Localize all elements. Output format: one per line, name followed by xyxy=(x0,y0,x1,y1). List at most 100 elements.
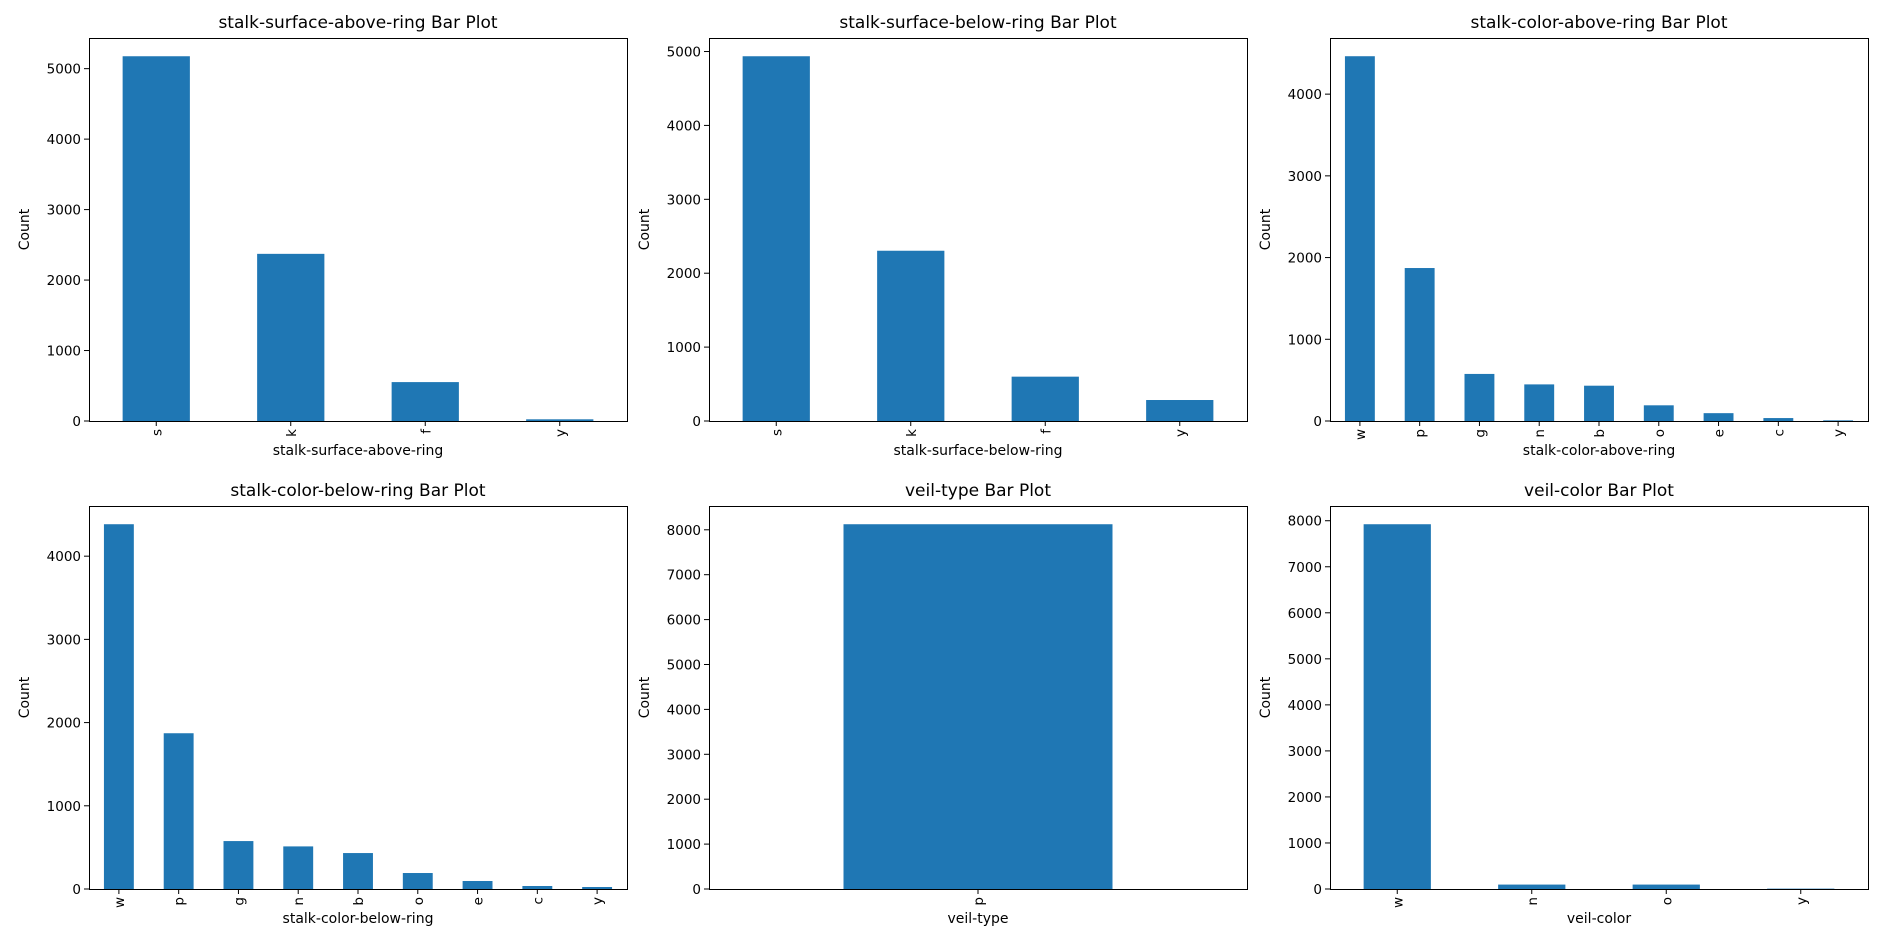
x-tick-label: y xyxy=(1794,897,1810,905)
y-tick-label: 6000 xyxy=(1288,606,1322,622)
chart-title: veil-type Bar Plot xyxy=(905,481,1051,501)
x-tick-label: k xyxy=(904,429,920,437)
chart-title: stalk-color-above-ring Bar Plot xyxy=(1470,13,1727,33)
bar-w xyxy=(103,524,134,889)
x-tick-label: o xyxy=(411,897,427,905)
x-tick-label: g xyxy=(1472,429,1488,438)
x-tick-label: b xyxy=(351,897,367,906)
bar-k xyxy=(877,250,945,421)
y-tick-label: 6000 xyxy=(667,613,701,629)
x-axis-label: stalk-surface-above-ring xyxy=(273,443,444,459)
x-axis-label: stalk-color-below-ring xyxy=(283,911,434,927)
x-tick-label: p xyxy=(1413,429,1429,438)
subplot-3: 0 1000 2000 3000 4000 w p g n b o e c y stalk-color-ab… xyxy=(1258,13,1869,459)
bar-y xyxy=(1146,400,1214,421)
y-tick-label: 4000 xyxy=(47,132,81,148)
y-tick-label: 1000 xyxy=(1288,836,1322,852)
x-tick-label: f xyxy=(418,428,434,434)
chart-title: stalk-surface-below-ring Bar Plot xyxy=(839,13,1117,33)
y-tick-label: 2000 xyxy=(667,266,701,282)
subplot-6: 0 1000 2000 3000 4000 5000 6000 7000 8000 w n o y vei… xyxy=(1258,481,1869,927)
x-tick-label: p xyxy=(971,897,987,906)
y-tick-label: 5000 xyxy=(47,62,81,78)
y-tick-label: 5000 xyxy=(667,45,701,61)
bar-e xyxy=(1703,413,1734,421)
bar-f xyxy=(1011,376,1079,421)
x-tick-label: p xyxy=(172,897,188,906)
x-tick-label: s xyxy=(149,429,165,436)
axes-frame xyxy=(89,38,628,422)
x-tick-label: n xyxy=(1525,897,1541,906)
x-tick-label: w xyxy=(112,897,128,908)
subplot-5: 0 1000 2000 3000 4000 5000 6000 7000 8000 p veil-t… xyxy=(637,481,1248,927)
x-tick-label: y xyxy=(1831,429,1847,437)
bar-k xyxy=(257,253,325,421)
bar-e xyxy=(462,881,493,889)
y-tick-label: 5000 xyxy=(667,657,701,673)
y-tick-label: 5000 xyxy=(1288,652,1322,668)
bar-o xyxy=(1643,405,1674,421)
bar-o xyxy=(402,873,433,889)
x-axis-label: stalk-surface-below-ring xyxy=(893,443,1062,459)
x-tick-label: w xyxy=(1353,429,1369,440)
y-tick-label: 4000 xyxy=(1288,87,1322,103)
y-tick-label: 0 xyxy=(692,882,701,898)
x-tick-label: c xyxy=(530,897,546,904)
y-tick-label: 0 xyxy=(1313,414,1322,430)
bar-s xyxy=(122,56,190,421)
y-tick-label: 4000 xyxy=(47,549,81,565)
y-axis-label: Count xyxy=(637,208,653,250)
bar-g xyxy=(223,841,254,889)
x-tick-label: e xyxy=(471,897,487,905)
subplot-2: 0 1000 2000 3000 4000 5000 s k f y stalk-surface-b… xyxy=(637,13,1248,459)
bar-w xyxy=(1344,56,1375,421)
y-tick-label: 2000 xyxy=(1288,251,1322,267)
bar-p xyxy=(843,524,1113,889)
bar-f xyxy=(391,382,459,421)
y-tick-label: 0 xyxy=(1313,882,1322,898)
y-tick-label: 2000 xyxy=(47,273,81,289)
bar-p xyxy=(1404,268,1435,421)
y-tick-label: 4000 xyxy=(667,118,701,134)
y-axis-label: Count xyxy=(1258,208,1274,250)
x-tick-label: o xyxy=(1659,897,1675,905)
y-tick-label: 1000 xyxy=(667,837,701,853)
axes-frame xyxy=(709,38,1248,422)
x-tick-label: s xyxy=(769,429,785,436)
x-tick-label: c xyxy=(1771,429,1787,436)
x-tick-label: y xyxy=(553,429,569,437)
x-tick-label: n xyxy=(1532,429,1548,438)
y-tick-label: 0 xyxy=(72,882,81,898)
chart-title: stalk-color-below-ring Bar Plot xyxy=(230,481,485,501)
x-tick-label: w xyxy=(1390,897,1406,908)
y-tick-label: 4000 xyxy=(667,702,701,718)
chart-title: veil-color Bar Plot xyxy=(1524,481,1674,501)
bar-b xyxy=(343,853,373,889)
bar-g xyxy=(1464,373,1495,421)
y-axis-label: Count xyxy=(17,676,33,718)
y-axis-label: Count xyxy=(17,208,33,250)
y-tick-label: 4000 xyxy=(1288,698,1322,714)
x-axis-label: veil-color xyxy=(1567,911,1631,927)
x-axis-label: veil-type xyxy=(947,911,1008,927)
bar-b xyxy=(1584,385,1614,421)
y-tick-label: 2000 xyxy=(667,792,701,808)
x-axis-label: stalk-color-above-ring xyxy=(1523,443,1675,459)
y-tick-label: 3000 xyxy=(47,632,81,648)
x-tick-label: f xyxy=(1038,428,1054,434)
x-tick-label: y xyxy=(1173,429,1189,437)
y-tick-label: 1000 xyxy=(1288,332,1322,348)
y-tick-label: 0 xyxy=(72,414,81,430)
bar-y xyxy=(526,419,594,421)
bar-n xyxy=(1498,884,1566,889)
x-tick-label: y xyxy=(590,897,606,905)
y-tick-label: 2000 xyxy=(47,716,81,732)
y-axis-label: Count xyxy=(637,676,653,718)
y-tick-label: 3000 xyxy=(47,203,81,219)
x-tick-label: n xyxy=(291,897,307,906)
x-tick-label: o xyxy=(1652,429,1668,437)
bar-p xyxy=(163,733,194,889)
subplot-4: 0 1000 2000 3000 4000 w p g n b o e c y stalk-color-be… xyxy=(17,481,628,927)
bar-n xyxy=(1524,384,1555,421)
